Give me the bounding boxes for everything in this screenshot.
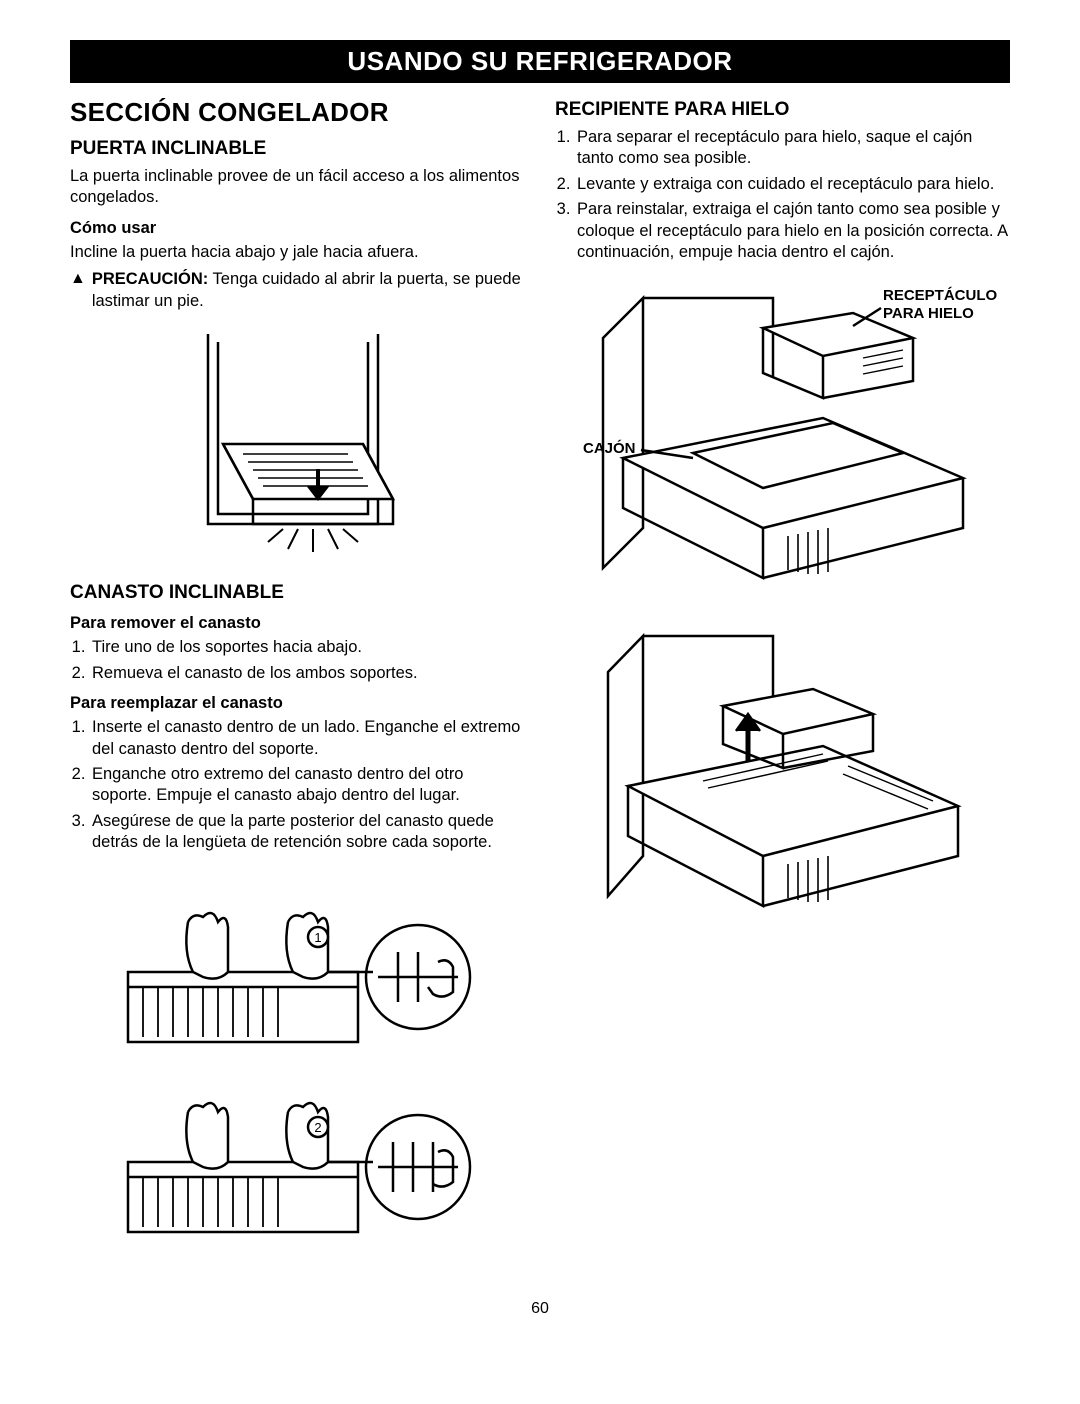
list-item: Enganche otro extremo del canasto dentro… <box>90 764 525 807</box>
warning-icon: ▲ <box>70 269 86 290</box>
recipiente-steps: Para separar el receptáculo para hielo, … <box>555 127 1010 264</box>
right-column: RECIPIENTE PARA HIELO Para separar el re… <box>555 97 1010 1280</box>
figure-puerta <box>70 324 525 564</box>
list-item: Para reinstalar, extraiga el cajón tanto… <box>575 199 1010 263</box>
replace-title: Para reemplazar el canasto <box>70 694 525 713</box>
list-item: Asegúrese de que la parte posterior del … <box>90 811 525 854</box>
remove-title: Para remover el canasto <box>70 614 525 633</box>
list-item: Levante y extraiga con cuidado el recept… <box>575 174 1010 195</box>
page-banner: USANDO SU REFRIGERADOR <box>70 40 1010 83</box>
puerta-intro: La puerta inclinable provee de un fácil … <box>70 166 525 209</box>
label-cajon: CAJÓN <box>583 439 636 457</box>
label-receptaculo-1: RECEPTÁCULO <box>883 287 998 304</box>
figure-recipiente-1: CAJÓN RECEPTÁCULO PARA HIELO <box>555 278 1010 598</box>
canasto-title: CANASTO INCLINABLE <box>70 582 525 604</box>
left-column: SECCIÓN CONGELADOR PUERTA INCLINABLE La … <box>70 97 525 1280</box>
list-item: Para separar el receptáculo para hielo, … <box>575 127 1010 170</box>
remove-steps: Tire uno de los soportes hacia abajo. Re… <box>70 637 525 684</box>
svg-text:2: 2 <box>314 1120 321 1135</box>
precaucion-label: PRECAUCIÓN: <box>92 270 208 288</box>
svg-text:1: 1 <box>314 930 321 945</box>
label-receptaculo-2: PARA HIELO <box>883 305 974 322</box>
list-item: Inserte el canasto dentro de un lado. En… <box>90 717 525 760</box>
figure-recipiente-2 <box>555 616 1010 936</box>
replace-steps: Inserte el canasto dentro de un lado. En… <box>70 717 525 854</box>
precaucion-row: ▲ PRECAUCIÓN: Tenga cuidado al abrir la … <box>70 269 525 312</box>
section-title: SECCIÓN CONGELADOR <box>70 97 525 128</box>
puerta-title: PUERTA INCLINABLE <box>70 138 525 160</box>
page-number: 60 <box>70 1300 1010 1318</box>
list-item: Tire uno de los soportes hacia abajo. <box>90 637 525 658</box>
como-usar-title: Cómo usar <box>70 219 525 238</box>
list-item: Remueva el canasto de los ambos soportes… <box>90 663 525 684</box>
figure-canasto-1: 1 <box>70 882 525 1072</box>
figure-canasto-2: 2 <box>70 1082 525 1262</box>
recipiente-title: RECIPIENTE PARA HIELO <box>555 99 1010 121</box>
como-usar-text: Incline la puerta hacia abajo y jale hac… <box>70 242 525 263</box>
